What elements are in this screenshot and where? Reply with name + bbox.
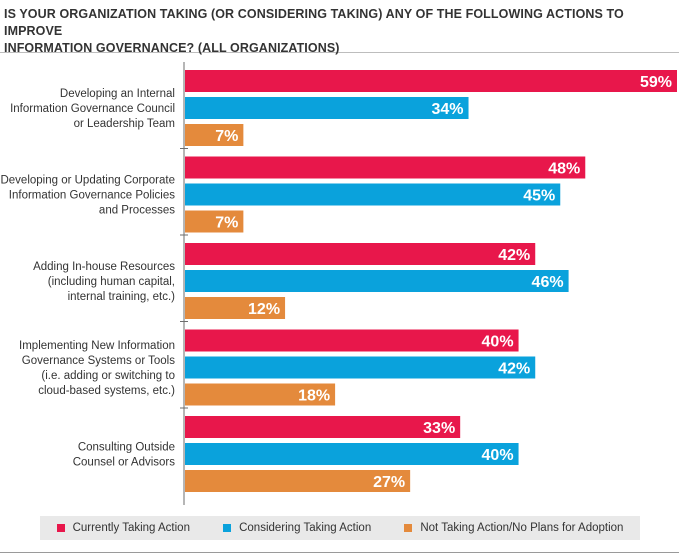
category-label: Developing or Updating Corporate (0, 175, 175, 187)
category-label: (i.e. adding or switching to (41, 370, 175, 382)
bar (185, 70, 677, 92)
legend-label-not-taking: Not Taking Action/No Plans for Adoption (420, 522, 624, 534)
category-label: Consulting Outside (78, 442, 175, 454)
bottom-divider (0, 552, 679, 553)
bar (185, 443, 519, 465)
bar-value-label: 7% (215, 215, 238, 232)
legend: Currently Taking Action Considering Taki… (40, 516, 640, 540)
chart-title: IS YOUR ORGANIZATION TAKING (OR CONSIDER… (4, 6, 664, 57)
category-label: (including human capital, (48, 276, 175, 288)
category-label: internal training, etc.) (68, 291, 176, 303)
category-label: Implementing New Information (19, 340, 175, 352)
bar-value-label: 42% (498, 361, 530, 378)
bar-value-label: 7% (215, 128, 238, 145)
bar-value-label: 42% (498, 247, 530, 264)
legend-item-considering: Considering Taking Action (223, 522, 371, 534)
bar (185, 270, 569, 292)
legend-item-not-taking: Not Taking Action/No Plans for Adoption (404, 522, 623, 534)
bar-value-label: 34% (431, 101, 463, 118)
title-divider (0, 52, 679, 53)
legend-swatch-considering (223, 524, 232, 532)
category-label: Developing an Internal (60, 88, 175, 100)
legend-swatch-currently (56, 524, 65, 532)
bar (185, 356, 536, 379)
category-label: and Processes (99, 205, 175, 217)
bar (185, 183, 561, 206)
bar (185, 383, 336, 406)
bar (185, 416, 461, 438)
category-label: cloud-based systems, etc.) (38, 385, 175, 397)
bar (185, 97, 469, 119)
bar-value-label: 59% (640, 74, 672, 91)
category-label: Counsel or Advisors (73, 457, 176, 469)
bar (185, 124, 244, 146)
bar-value-label: 46% (532, 274, 564, 291)
bar-value-label: 48% (548, 161, 580, 178)
bar-value-label: 12% (248, 301, 280, 318)
category-label: or Leadership Team (74, 118, 175, 130)
bar (185, 243, 536, 265)
bar (185, 297, 286, 319)
bar (185, 470, 411, 492)
bar (185, 156, 586, 179)
bar (185, 210, 244, 233)
category-label: Governance Systems or Tools (22, 355, 175, 367)
bar-value-label: 27% (373, 474, 405, 491)
bar-value-label: 45% (523, 188, 555, 205)
chart-title-line-1: IS YOUR ORGANIZATION TAKING (OR CONSIDER… (4, 7, 624, 38)
category-label: Information Governance Council (10, 103, 175, 115)
bar-value-label: 18% (298, 388, 330, 405)
legend-swatch-not-taking (404, 524, 413, 532)
bar (185, 329, 519, 352)
bar-value-label: 40% (482, 447, 514, 464)
legend-item-currently: Currently Taking Action (56, 522, 190, 534)
legend-label-considering: Considering Taking Action (239, 522, 372, 534)
category-label: Adding In-house Resources (33, 261, 175, 273)
legend-label-currently: Currently Taking Action (72, 522, 190, 534)
bar-value-label: 40% (482, 334, 514, 351)
bar-value-label: 33% (423, 420, 455, 437)
chart-title-line-2: INFORMATION GOVERNANCE? (ALL ORGANIZATIO… (4, 41, 340, 55)
category-label: Information Governance Policies (9, 190, 175, 202)
